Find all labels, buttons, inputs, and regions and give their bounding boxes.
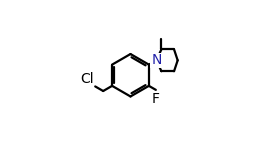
Text: N: N bbox=[151, 53, 161, 67]
Text: F: F bbox=[152, 92, 160, 106]
Text: Cl: Cl bbox=[80, 72, 94, 86]
